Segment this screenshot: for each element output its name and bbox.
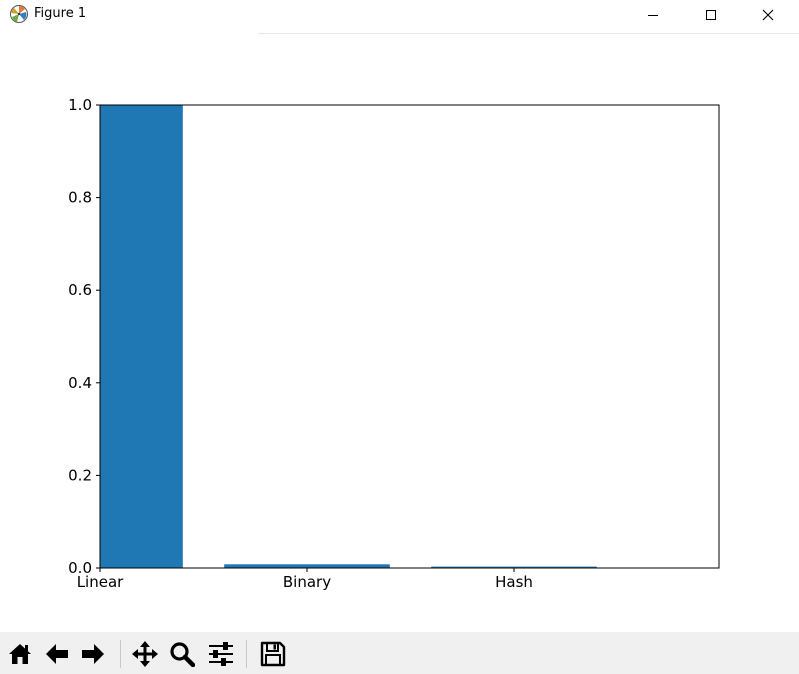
forward-button[interactable] (77, 638, 109, 670)
maximize-button[interactable] (688, 0, 734, 30)
matplotlib-logo-icon (9, 4, 29, 24)
x-tick-label: Hash (495, 573, 533, 591)
save-icon (260, 641, 286, 667)
back-arrow-icon (46, 644, 68, 664)
bar-linear (100, 105, 183, 568)
bar-chart: 0.0 0.2 0.4 0.6 0.8 1.0 Linear Binary Hash (68, 96, 720, 591)
minimize-button[interactable] (630, 0, 676, 30)
title-separator (258, 33, 799, 34)
toolbar-separator (120, 640, 121, 668)
y-tick-label: 0.2 (68, 466, 92, 484)
back-button[interactable] (41, 638, 73, 670)
home-button[interactable] (4, 638, 36, 670)
title-bar: Figure 1 (0, 0, 799, 30)
pan-icon (132, 641, 158, 667)
bar-binary (224, 564, 390, 568)
navigation-toolbar (0, 632, 799, 674)
forward-arrow-icon (82, 644, 104, 664)
y-tick-label: 0.6 (68, 281, 92, 299)
y-tick-label: 0.0 (68, 559, 92, 577)
home-icon (9, 644, 31, 664)
y-tick-label: 0.4 (68, 374, 92, 392)
configure-subplots-icon (209, 642, 233, 666)
plot-frame (99, 104, 720, 569)
pan-button[interactable] (129, 638, 161, 670)
bar-hash (431, 566, 597, 568)
toolbar-separator (246, 640, 247, 668)
maximize-icon (706, 10, 716, 20)
zoom-icon (170, 642, 195, 667)
y-tick-label: 0.8 (68, 189, 92, 207)
save-button[interactable] (257, 638, 289, 670)
y-tick-label: 1.0 (68, 96, 92, 114)
window-title: Figure 1 (34, 6, 87, 21)
x-tick-label: Binary (283, 573, 331, 591)
configure-subplots-button[interactable] (205, 638, 237, 670)
figure-canvas[interactable]: 0.0 0.2 0.4 0.6 0.8 1.0 Linear Binary Hash (0, 34, 799, 632)
close-icon (762, 9, 774, 21)
x-tick-label: Linear (77, 573, 124, 591)
minimize-icon (648, 15, 658, 16)
plot-background (100, 105, 719, 568)
close-button[interactable] (745, 0, 791, 30)
zoom-button[interactable] (166, 638, 198, 670)
